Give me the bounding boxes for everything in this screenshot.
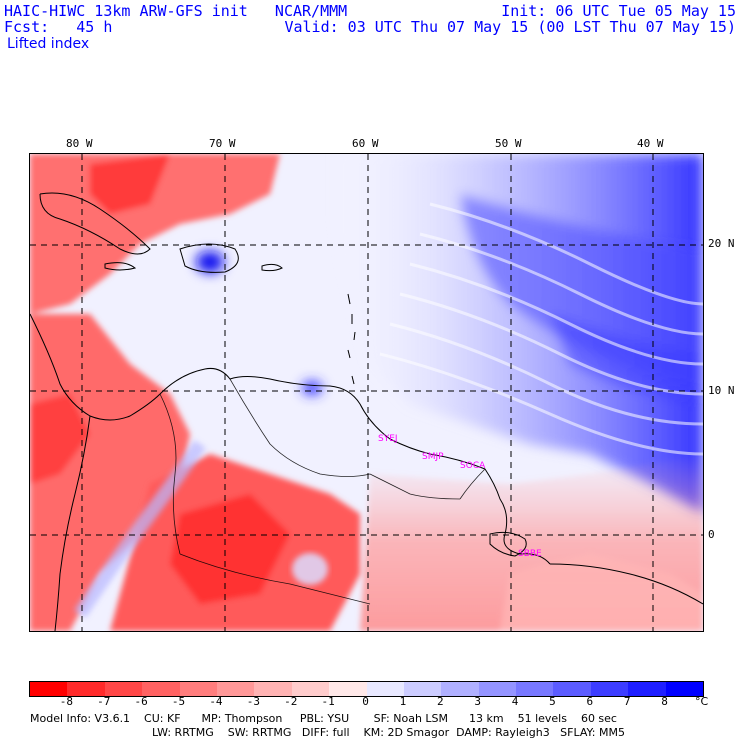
colorbar-swatch	[291, 682, 330, 696]
colorbar-unit: °C	[695, 695, 709, 708]
colorbar-swatch	[67, 682, 105, 696]
colorbar-swatch	[254, 682, 292, 696]
model-info-line1: Model Info: V3.6.1 CU: KF MP: Thompson P…	[30, 712, 617, 725]
colorbar-tick-label: 0	[362, 695, 369, 708]
model-info-line2: LW: RRTMG SW: RRTMG DIFF: full KM: 2D Sm…	[152, 726, 625, 739]
colorbar-swatch	[104, 682, 143, 696]
station-syej: SYEJ	[378, 434, 398, 444]
lifted-index-map: SYEJ SMJP SOCA SBBE	[29, 153, 704, 632]
colorbar-swatch	[329, 682, 367, 696]
colorbar-swatch	[628, 682, 666, 696]
colorbar-tick-label: 2	[436, 695, 444, 708]
colorbar-tick-label: -8	[59, 695, 73, 708]
colorbar-swatch	[142, 682, 180, 696]
colorbar-tick-label: 5	[549, 695, 556, 708]
colorbar-tick-label: -5	[171, 695, 186, 708]
unstable-air-caribbean	[30, 154, 280, 631]
colorbar-tick-label: -4	[209, 695, 223, 708]
plot-title: HAIC-HIWC 13km ARW-GFS init NCAR/MMM	[4, 2, 348, 20]
station-labels: SYEJ SMJP SOCA SBBE	[378, 434, 542, 559]
colorbar-tick-label: -6	[134, 695, 148, 708]
colorbar-swatch	[216, 682, 255, 696]
colorbar-tick-label: -7	[97, 695, 111, 708]
borders	[159, 378, 486, 605]
colorbar-tick-label: 6	[586, 695, 594, 708]
colorbar-tick-label: 4	[511, 695, 519, 708]
lat-label-20n: 20 N	[708, 237, 735, 250]
lon-label-50w: 50 W	[495, 137, 522, 150]
colorbar-swatch	[366, 682, 404, 696]
lon-label-80w: 80 W	[66, 137, 93, 150]
colorbar-swatch	[553, 682, 591, 696]
lat-label-0: 0	[708, 528, 715, 541]
colorbar-swatch	[441, 682, 479, 696]
colorbar	[29, 681, 704, 697]
colorbar-tick-label: -3	[246, 695, 260, 708]
colorbar-tick-label: 1	[399, 695, 407, 708]
colorbar-tick-label: -2	[284, 695, 298, 708]
colorbar-tick-label: 3	[474, 695, 481, 708]
unstable-air-south-america	[110, 454, 703, 631]
lon-label-60w: 60 W	[352, 137, 379, 150]
colorbar-tick-label: 8	[661, 695, 668, 708]
colorbar-swatch	[179, 682, 217, 696]
colorbar-tick-label: 7	[623, 695, 631, 708]
colorbar-tick-label: -1	[321, 695, 335, 708]
colorbar-swatch	[590, 682, 629, 696]
field-name: Lifted index	[7, 36, 90, 52]
colorbar-swatch	[665, 682, 704, 696]
colorbar-swatch	[403, 682, 442, 696]
valid-time: Valid: 03 UTC Thu 07 May 15 (00 LST Thu …	[284, 18, 736, 36]
station-sbbe: SBBE	[518, 549, 542, 559]
colorbar-swatch	[478, 682, 517, 696]
map-canvas: SYEJ SMJP SOCA SBBE	[30, 154, 703, 631]
forecast-hour: Fcst: 45 h	[4, 18, 113, 36]
station-soca: SOCA	[460, 461, 486, 471]
colorbar-swatch	[516, 682, 554, 696]
station-smjp: SMJP	[422, 452, 444, 462]
colorbar-labels: -8 -7 -6 -5 -4 -3 -2 -1 0 1 2 3 4 5 6 7 8	[29, 695, 729, 709]
graticule	[30, 154, 703, 631]
init-time: Init: 06 UTC Tue 05 May 15	[501, 2, 736, 20]
lon-label-40w: 40 W	[637, 137, 664, 150]
lat-label-10n: 10 N	[708, 384, 735, 397]
lon-label-70w: 70 W	[209, 137, 236, 150]
colorbar-swatch	[30, 682, 68, 696]
wave-streaks	[379, 202, 703, 456]
